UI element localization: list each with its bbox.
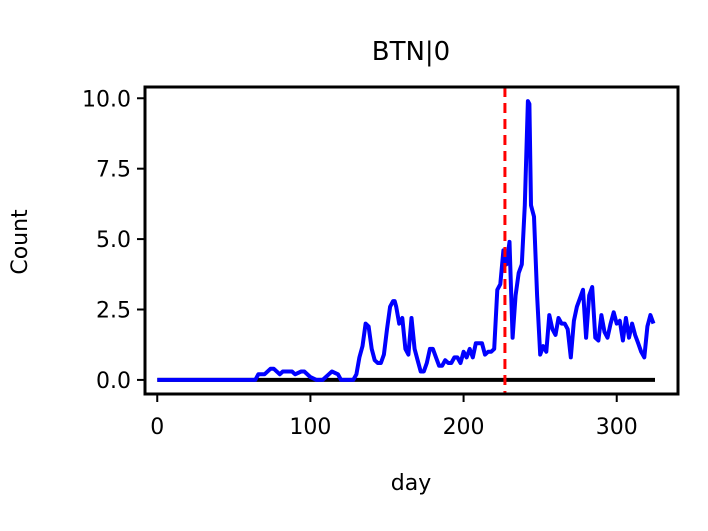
x-tick-label: 100 [289, 415, 331, 440]
y-axis-label: Count [8, 209, 33, 275]
y-tick-label: 10.0 [82, 87, 131, 112]
plot-area [157, 87, 655, 394]
x-tick-label: 200 [443, 415, 485, 440]
chart-title: BTN|0 [372, 37, 450, 67]
x-tick-label: 0 [150, 415, 164, 440]
x-tick-label: 300 [596, 415, 638, 440]
series-line-1 [157, 101, 653, 380]
y-tick-label: 2.5 [96, 299, 131, 324]
y-tick-label: 0.0 [96, 369, 131, 394]
plot-frame [145, 87, 678, 394]
x-axis-label: day [391, 471, 431, 496]
x-axis: 0 100 200 300 [150, 394, 637, 440]
y-tick-label: 5.0 [96, 228, 131, 253]
y-tick-label: 7.5 [96, 158, 131, 183]
y-axis: 0.0 2.5 5.0 7.5 10.0 [82, 87, 145, 394]
